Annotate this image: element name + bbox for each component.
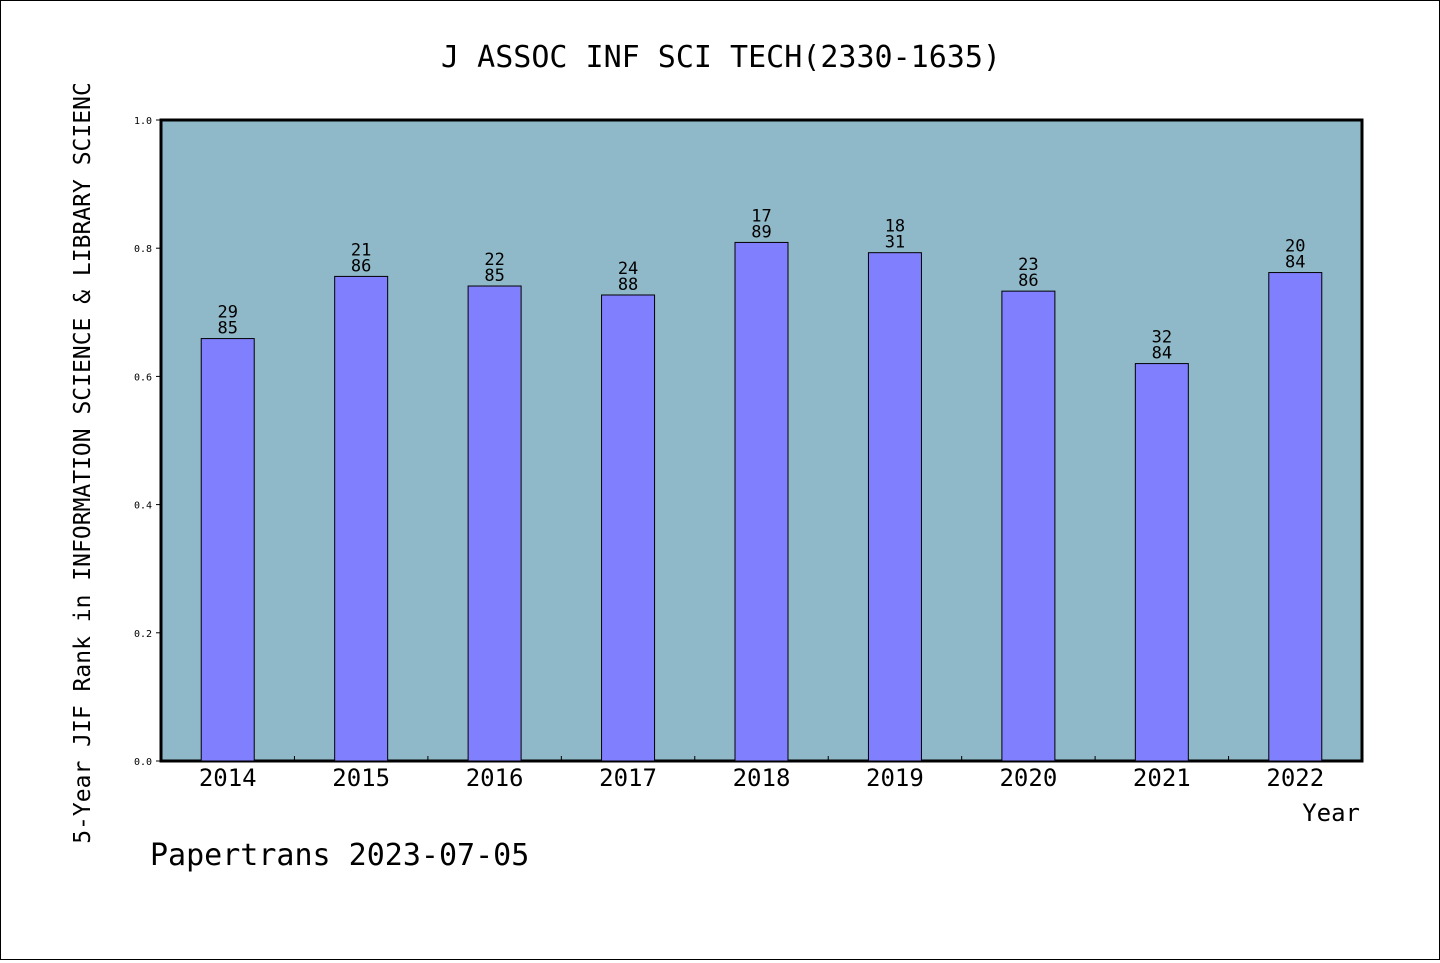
bar-label-2021-line1: 32 [1152, 328, 1172, 348]
bar-label-2018-line2: 89 [751, 222, 771, 242]
bars-group [200, 241, 1323, 762]
bar-label-2015-line2: 86 [351, 256, 371, 276]
y-axis-ticks: 0.0 0.2 0.4 0.6 0.8 1.0 [134, 116, 161, 768]
y-tick-label-0.4: 0.4 [134, 501, 152, 512]
bar-label-2017-line2: 88 [618, 275, 638, 295]
x-tick-label-2014: 2014 [199, 764, 257, 792]
bar-2017 [601, 294, 656, 762]
x-tick-label-2022: 2022 [1266, 764, 1324, 792]
bar-label-2019-line1: 18 [885, 217, 905, 237]
x-tick-label-2018: 2018 [733, 764, 791, 792]
bar-2015 [334, 275, 389, 762]
x-axis-ticks: 2014 2015 2016 2017 2018 2019 2020 2021 2022 [199, 756, 1324, 792]
y-tick-label-0.6: 0.6 [134, 372, 152, 383]
bar-2014 [200, 338, 255, 762]
y-axis-label: 5-Year JIF Rank in INFORMATION SCIENCE &… [70, 82, 96, 844]
x-tick-label-2015: 2015 [332, 764, 390, 792]
bar-label-2022-line2: 84 [1285, 253, 1305, 273]
bar-label-2018-line1: 17 [751, 206, 771, 226]
y-tick-label-0.2: 0.2 [134, 629, 152, 640]
bar-2018 [734, 241, 789, 762]
bar-2020 [1001, 290, 1056, 762]
bar-label-2016-line2: 85 [484, 266, 504, 286]
x-tick-label-2017: 2017 [599, 764, 657, 792]
x-tick-label-2020: 2020 [999, 764, 1057, 792]
x-axis-label: Year [1302, 799, 1360, 827]
bar-label-2019-line2: 31 [885, 233, 905, 253]
y-tick-label-1.0: 1.0 [134, 116, 152, 127]
bar-label-2021-line2: 84 [1152, 344, 1172, 364]
x-tick-label-2016: 2016 [466, 764, 524, 792]
bar-2021 [1134, 363, 1189, 762]
bar-label-2020-line1: 23 [1018, 255, 1038, 275]
y-tick-label-0.0: 0.0 [134, 757, 152, 768]
bar-label-2015-line1: 21 [351, 240, 371, 260]
bar-label-2017-line1: 24 [618, 259, 638, 279]
chart-title: J ASSOC INF SCI TECH(2330-1635) [441, 40, 1001, 75]
x-tick-label-2021: 2021 [1133, 764, 1191, 792]
bar-label-2016-line1: 22 [484, 250, 504, 270]
bar-2016 [467, 285, 522, 762]
y-tick-label-0.8: 0.8 [134, 244, 152, 255]
bar-label-2022-line1: 20 [1285, 237, 1305, 257]
bar-2019 [867, 252, 922, 762]
x-tick-label-2019: 2019 [866, 764, 924, 792]
bar-2022 [1268, 272, 1323, 762]
bar-label-2014-line2: 85 [217, 319, 237, 339]
bar-label-2014-line1: 29 [217, 303, 237, 323]
footer-text: Papertrans 2023-07-05 [150, 838, 529, 873]
bar-label-2020-line2: 86 [1018, 271, 1038, 291]
